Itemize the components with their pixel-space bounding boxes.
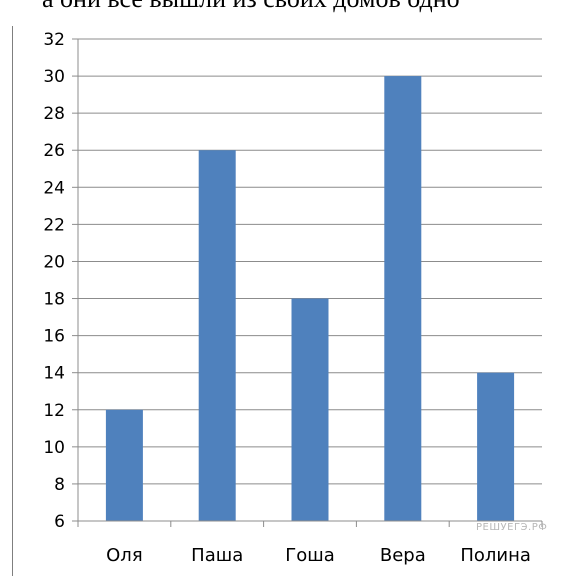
bar-5: [477, 372, 515, 521]
x-category-label: Полина: [460, 545, 531, 566]
y-tick-labels: 6 8 10 12 14 16 18 20 22 24 26 28 30 32: [43, 30, 65, 532]
bar-3: [291, 298, 329, 521]
x-category-label: Гоша: [285, 545, 335, 566]
y-tick-label: 18: [43, 290, 65, 310]
frame-border-line: [12, 26, 13, 576]
y-tick-label: 28: [43, 104, 65, 124]
y-tick-label: 16: [43, 327, 65, 347]
y-tick-label: 14: [43, 364, 65, 384]
x-category-labels: Оля Паша Гоша Вера Полина: [106, 545, 531, 566]
x-category-label: Оля: [106, 545, 143, 566]
watermark-text: РЕШУЕГЭ.РФ: [476, 522, 547, 533]
x-category-label: Вера: [380, 545, 426, 566]
y-tick-label: 6: [54, 512, 65, 532]
x-category-label: Паша: [191, 545, 243, 566]
y-tick-label: 24: [43, 178, 65, 198]
y-tick-label: 30: [43, 67, 65, 87]
bar-2: [198, 150, 236, 521]
axes: [72, 38, 543, 527]
bars: [105, 76, 515, 522]
y-tick-label: 20: [43, 252, 65, 272]
y-tick-label: 10: [43, 438, 65, 458]
y-tick-label: 32: [43, 30, 65, 50]
y-tick-label: 12: [43, 401, 65, 421]
y-tick-label: 8: [54, 475, 65, 495]
header-text-fragment: а они все вышли из своих домов одно: [42, 0, 460, 14]
bar-1: [105, 409, 143, 521]
y-tick-label: 22: [43, 215, 65, 235]
y-tick-label: 26: [43, 141, 65, 161]
bar-4: [384, 76, 422, 522]
